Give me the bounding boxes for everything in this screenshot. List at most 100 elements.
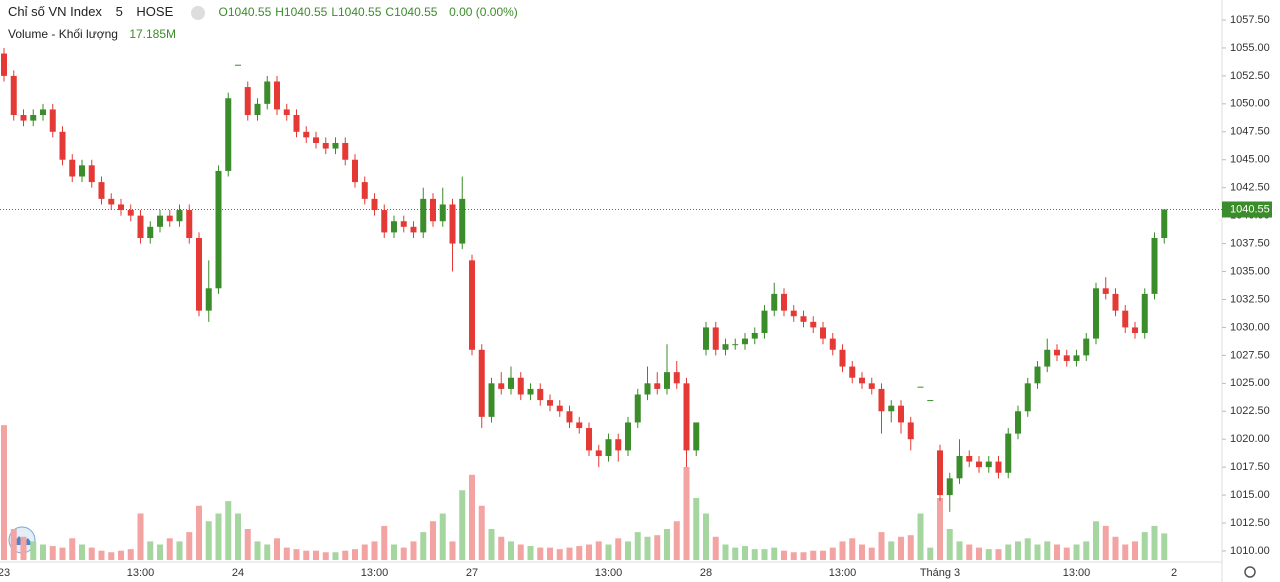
volume-bar	[722, 544, 729, 560]
volume-bar	[508, 541, 514, 560]
volume-bar	[1044, 541, 1051, 560]
volume-bar	[430, 521, 436, 560]
candle-body	[88, 165, 95, 183]
candle-body	[20, 115, 27, 121]
volume-bar	[225, 501, 232, 560]
candle-body	[771, 293, 778, 311]
exchange: HOSE	[136, 4, 174, 19]
volume-bar	[215, 513, 222, 560]
volume-bar	[1161, 533, 1168, 560]
volume-bar	[1005, 544, 1012, 560]
candle-body	[10, 75, 17, 116]
candle-body	[303, 131, 310, 138]
volume-bar	[30, 541, 37, 560]
y-tick-label: 1025.00	[1230, 377, 1270, 389]
candle-body	[478, 349, 485, 417]
candle-body	[1, 53, 7, 76]
volume-bar	[946, 529, 953, 560]
candle-body	[605, 439, 612, 456]
candle-body	[693, 422, 700, 451]
candle-body	[985, 461, 992, 468]
candle-body	[868, 383, 875, 389]
volume-bar	[137, 513, 144, 560]
volume-bar	[605, 544, 612, 560]
toggle-icon[interactable]	[190, 5, 205, 20]
last-price-label: 1040.55	[1230, 203, 1270, 215]
volume-bar	[118, 550, 124, 560]
candle-body	[176, 210, 183, 222]
volume-bar	[88, 547, 95, 560]
candle-body	[508, 377, 514, 389]
ohlc-label: H	[275, 5, 284, 19]
volume-bar	[332, 552, 339, 560]
volume-bar	[283, 547, 290, 560]
volume-bar	[683, 467, 690, 560]
candle-body	[127, 210, 134, 216]
y-tick-label: 1052.50	[1230, 70, 1270, 82]
volume-value: 17.185M	[129, 27, 177, 41]
volume-bar	[547, 547, 553, 560]
candle-body	[459, 198, 466, 244]
volume-bar	[59, 547, 66, 560]
candle-body	[956, 455, 963, 479]
y-tick-label: 1027.50	[1230, 349, 1270, 361]
volume-bar	[742, 546, 748, 560]
volume-bar	[859, 544, 865, 560]
candle-body	[1024, 383, 1031, 412]
volume-bar	[1054, 544, 1060, 560]
volume-bar	[976, 547, 982, 560]
candle-body	[829, 338, 836, 350]
y-tick-label: 1032.50	[1230, 293, 1270, 305]
volume-bar	[907, 535, 914, 560]
candle-body	[820, 327, 826, 339]
volume-bar	[166, 538, 173, 560]
candle-body	[976, 461, 982, 468]
title: Chỉ số VN Index	[8, 4, 102, 19]
ohlc-label: L	[331, 5, 338, 19]
candle-body	[1083, 338, 1090, 356]
volume-bar	[956, 541, 963, 560]
candle-body	[927, 400, 934, 402]
volume-bar	[556, 549, 563, 560]
candle-body	[69, 159, 76, 177]
volume-bar	[400, 547, 407, 560]
volume-bar	[98, 550, 105, 560]
x-tick-label: 13:00	[361, 567, 389, 579]
volume-bar	[10, 529, 17, 560]
x-tick-label: 28	[700, 567, 712, 579]
candle-body	[859, 377, 865, 384]
volume-bar	[878, 532, 885, 560]
y-tick-label: 1015.00	[1230, 489, 1270, 501]
settings-icon[interactable]	[1244, 566, 1256, 578]
volume-bar	[1063, 547, 1070, 560]
candle-body	[644, 383, 651, 395]
volume-bar	[966, 544, 973, 560]
volume-bar	[1, 425, 7, 560]
ohlc-value: 1040.55	[227, 5, 272, 19]
candle-body	[225, 98, 232, 171]
candle-body	[1102, 288, 1109, 294]
candle-body	[664, 372, 670, 389]
candle-body	[566, 411, 573, 423]
candle-body	[322, 142, 329, 149]
y-tick-label: 1037.50	[1230, 237, 1270, 249]
candle-body	[625, 422, 631, 451]
candle-body	[800, 316, 807, 322]
candle-body	[1132, 327, 1138, 334]
candle-body	[878, 388, 885, 412]
candle-body	[683, 383, 690, 451]
volume-bar	[293, 549, 300, 560]
candle-body	[517, 377, 524, 395]
volume-bar	[595, 541, 602, 560]
volume-bar	[664, 529, 670, 560]
candle-body	[186, 210, 193, 238]
candle-body	[1151, 237, 1158, 294]
volume-bar	[371, 541, 378, 560]
ohlc-legend: O1040.55 H1040.55 L1040.55 C1040.55	[219, 5, 442, 19]
candle-body	[352, 159, 358, 183]
volume-bar	[303, 550, 310, 560]
volume-bar	[49, 546, 56, 560]
candle-body	[712, 327, 719, 350]
volume-bar	[761, 549, 768, 560]
